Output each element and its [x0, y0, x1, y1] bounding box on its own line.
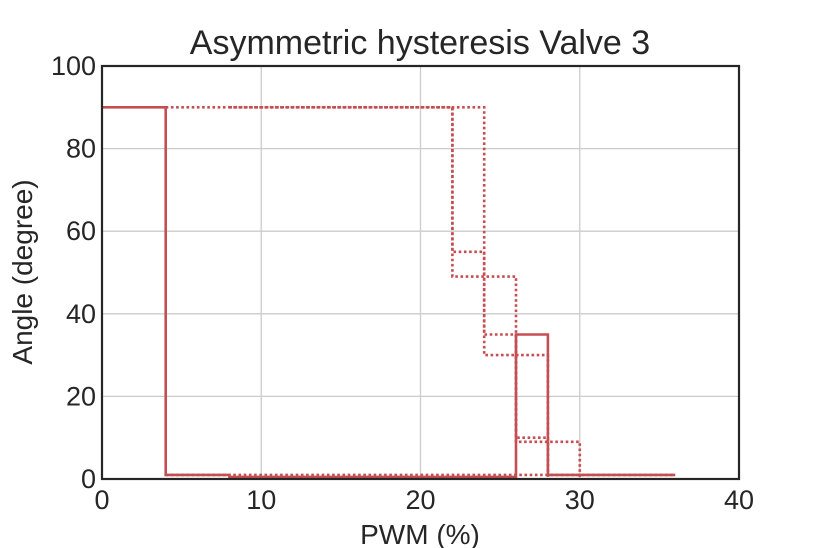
series-line-2	[165, 106, 550, 477]
series-line-3	[229, 106, 582, 477]
y-tick-label: 0	[81, 464, 96, 494]
x-axis-label: PWM (%)	[360, 519, 480, 548]
x-tick-label: 0	[94, 485, 109, 515]
y-tick-label: 80	[66, 134, 96, 164]
y-tick-label: 20	[66, 381, 96, 411]
series-line-1	[102, 106, 676, 479]
x-tick-labels: 0 10 20 30 40	[94, 485, 754, 515]
y-tick-label: 40	[66, 299, 96, 329]
grid	[101, 65, 740, 480]
y-tick-label: 60	[66, 216, 96, 246]
series-line-4	[451, 107, 550, 477]
y-axis-label: Angle (degree)	[7, 179, 38, 364]
x-tick-label: 30	[565, 485, 595, 515]
y-tick-label: 100	[51, 51, 96, 81]
y-tick-labels: 0 20 40 60 80 100	[51, 51, 96, 494]
chart-title: Asymmetric hysteresis Valve 3	[190, 24, 650, 62]
series-group	[102, 106, 676, 479]
x-tick-label: 20	[405, 485, 435, 515]
plot-frame	[100, 64, 741, 481]
x-tick-label: 40	[724, 485, 754, 515]
x-tick-label: 10	[246, 485, 276, 515]
